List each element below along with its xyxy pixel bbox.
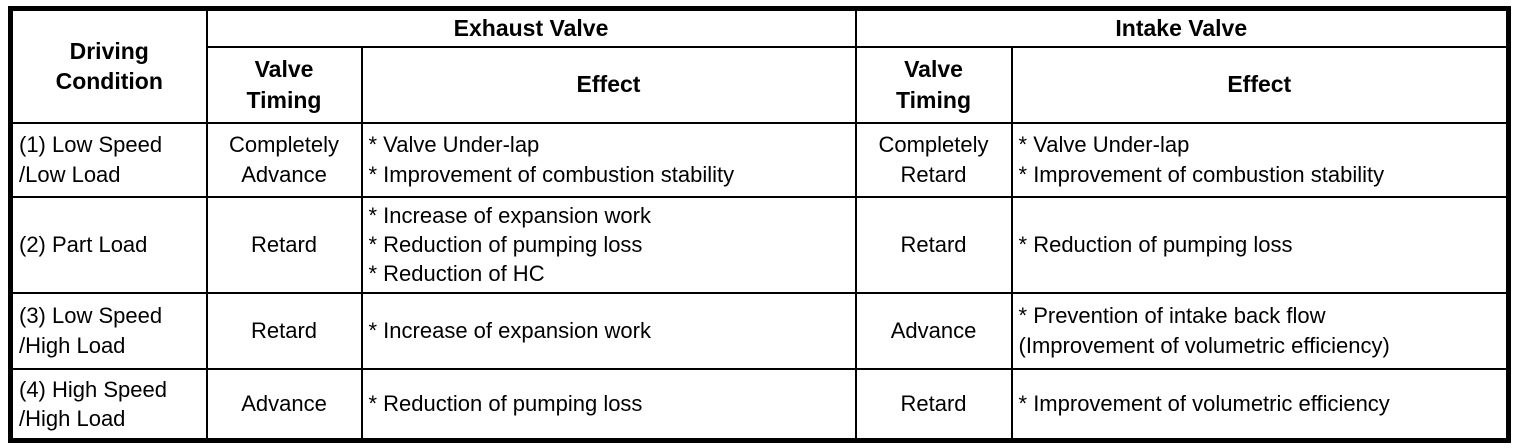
row-2-condition: (2) Part Load [9, 195, 208, 294]
row-3-intake-effects: * Prevention of intake back flow (Improv… [1010, 291, 1510, 370]
row-3-exhaust-timing: Retard [205, 291, 363, 370]
valve-timing-table: Driving Condition Exhaust Valve Intake V… [8, 6, 1512, 443]
row-3-exhaust-effects: * Increase of expansion work [360, 291, 857, 370]
row-1-intake-timing: Completely Retard [854, 121, 1013, 198]
row-1-intake-effects: * Valve Under-lap * Improvement of combu… [1010, 121, 1510, 198]
header-driving-condition: Driving Condition [9, 7, 208, 124]
header-intake-effect: Effect [1010, 45, 1510, 124]
header-intake-valve-group: Intake Valve [854, 7, 1510, 48]
row-2-intake-timing: Retard [854, 195, 1013, 294]
header-exhaust-effect: Effect [360, 45, 857, 124]
row-2-exhaust-timing: Retard [205, 195, 363, 294]
header-exhaust-valve-timing: Valve Timing [205, 45, 363, 124]
header-exhaust-valve-group: Exhaust Valve [205, 7, 857, 48]
row-4-intake-timing: Retard [854, 367, 1013, 442]
table-row: (1) Low Speed /Low Load Completely Advan… [9, 121, 1510, 198]
row-1-exhaust-effects: * Valve Under-lap * Improvement of combu… [360, 121, 857, 198]
table-row: (2) Part Load Retard * Increase of expan… [9, 195, 1510, 294]
row-1-exhaust-timing: Completely Advance [205, 121, 363, 198]
table-row: (4) High Speed /High Load Advance * Redu… [9, 367, 1510, 442]
row-4-condition: (4) High Speed /High Load [9, 367, 208, 442]
row-1-condition: (1) Low Speed /Low Load [9, 121, 208, 198]
row-3-condition: (3) Low Speed /High Load [9, 291, 208, 370]
row-2-intake-effects: * Reduction of pumping loss [1010, 195, 1510, 294]
table-row: (3) Low Speed /High Load Retard * Increa… [9, 291, 1510, 370]
row-3-intake-timing: Advance [854, 291, 1013, 370]
row-4-exhaust-timing: Advance [205, 367, 363, 442]
row-2-exhaust-effects: * Increase of expansion work * Reduction… [360, 195, 857, 294]
header-intake-valve-timing: Valve Timing [854, 45, 1013, 124]
row-4-intake-effects: * Improvement of volumetric efficiency [1010, 367, 1510, 442]
row-4-exhaust-effects: * Reduction of pumping loss [360, 367, 857, 442]
